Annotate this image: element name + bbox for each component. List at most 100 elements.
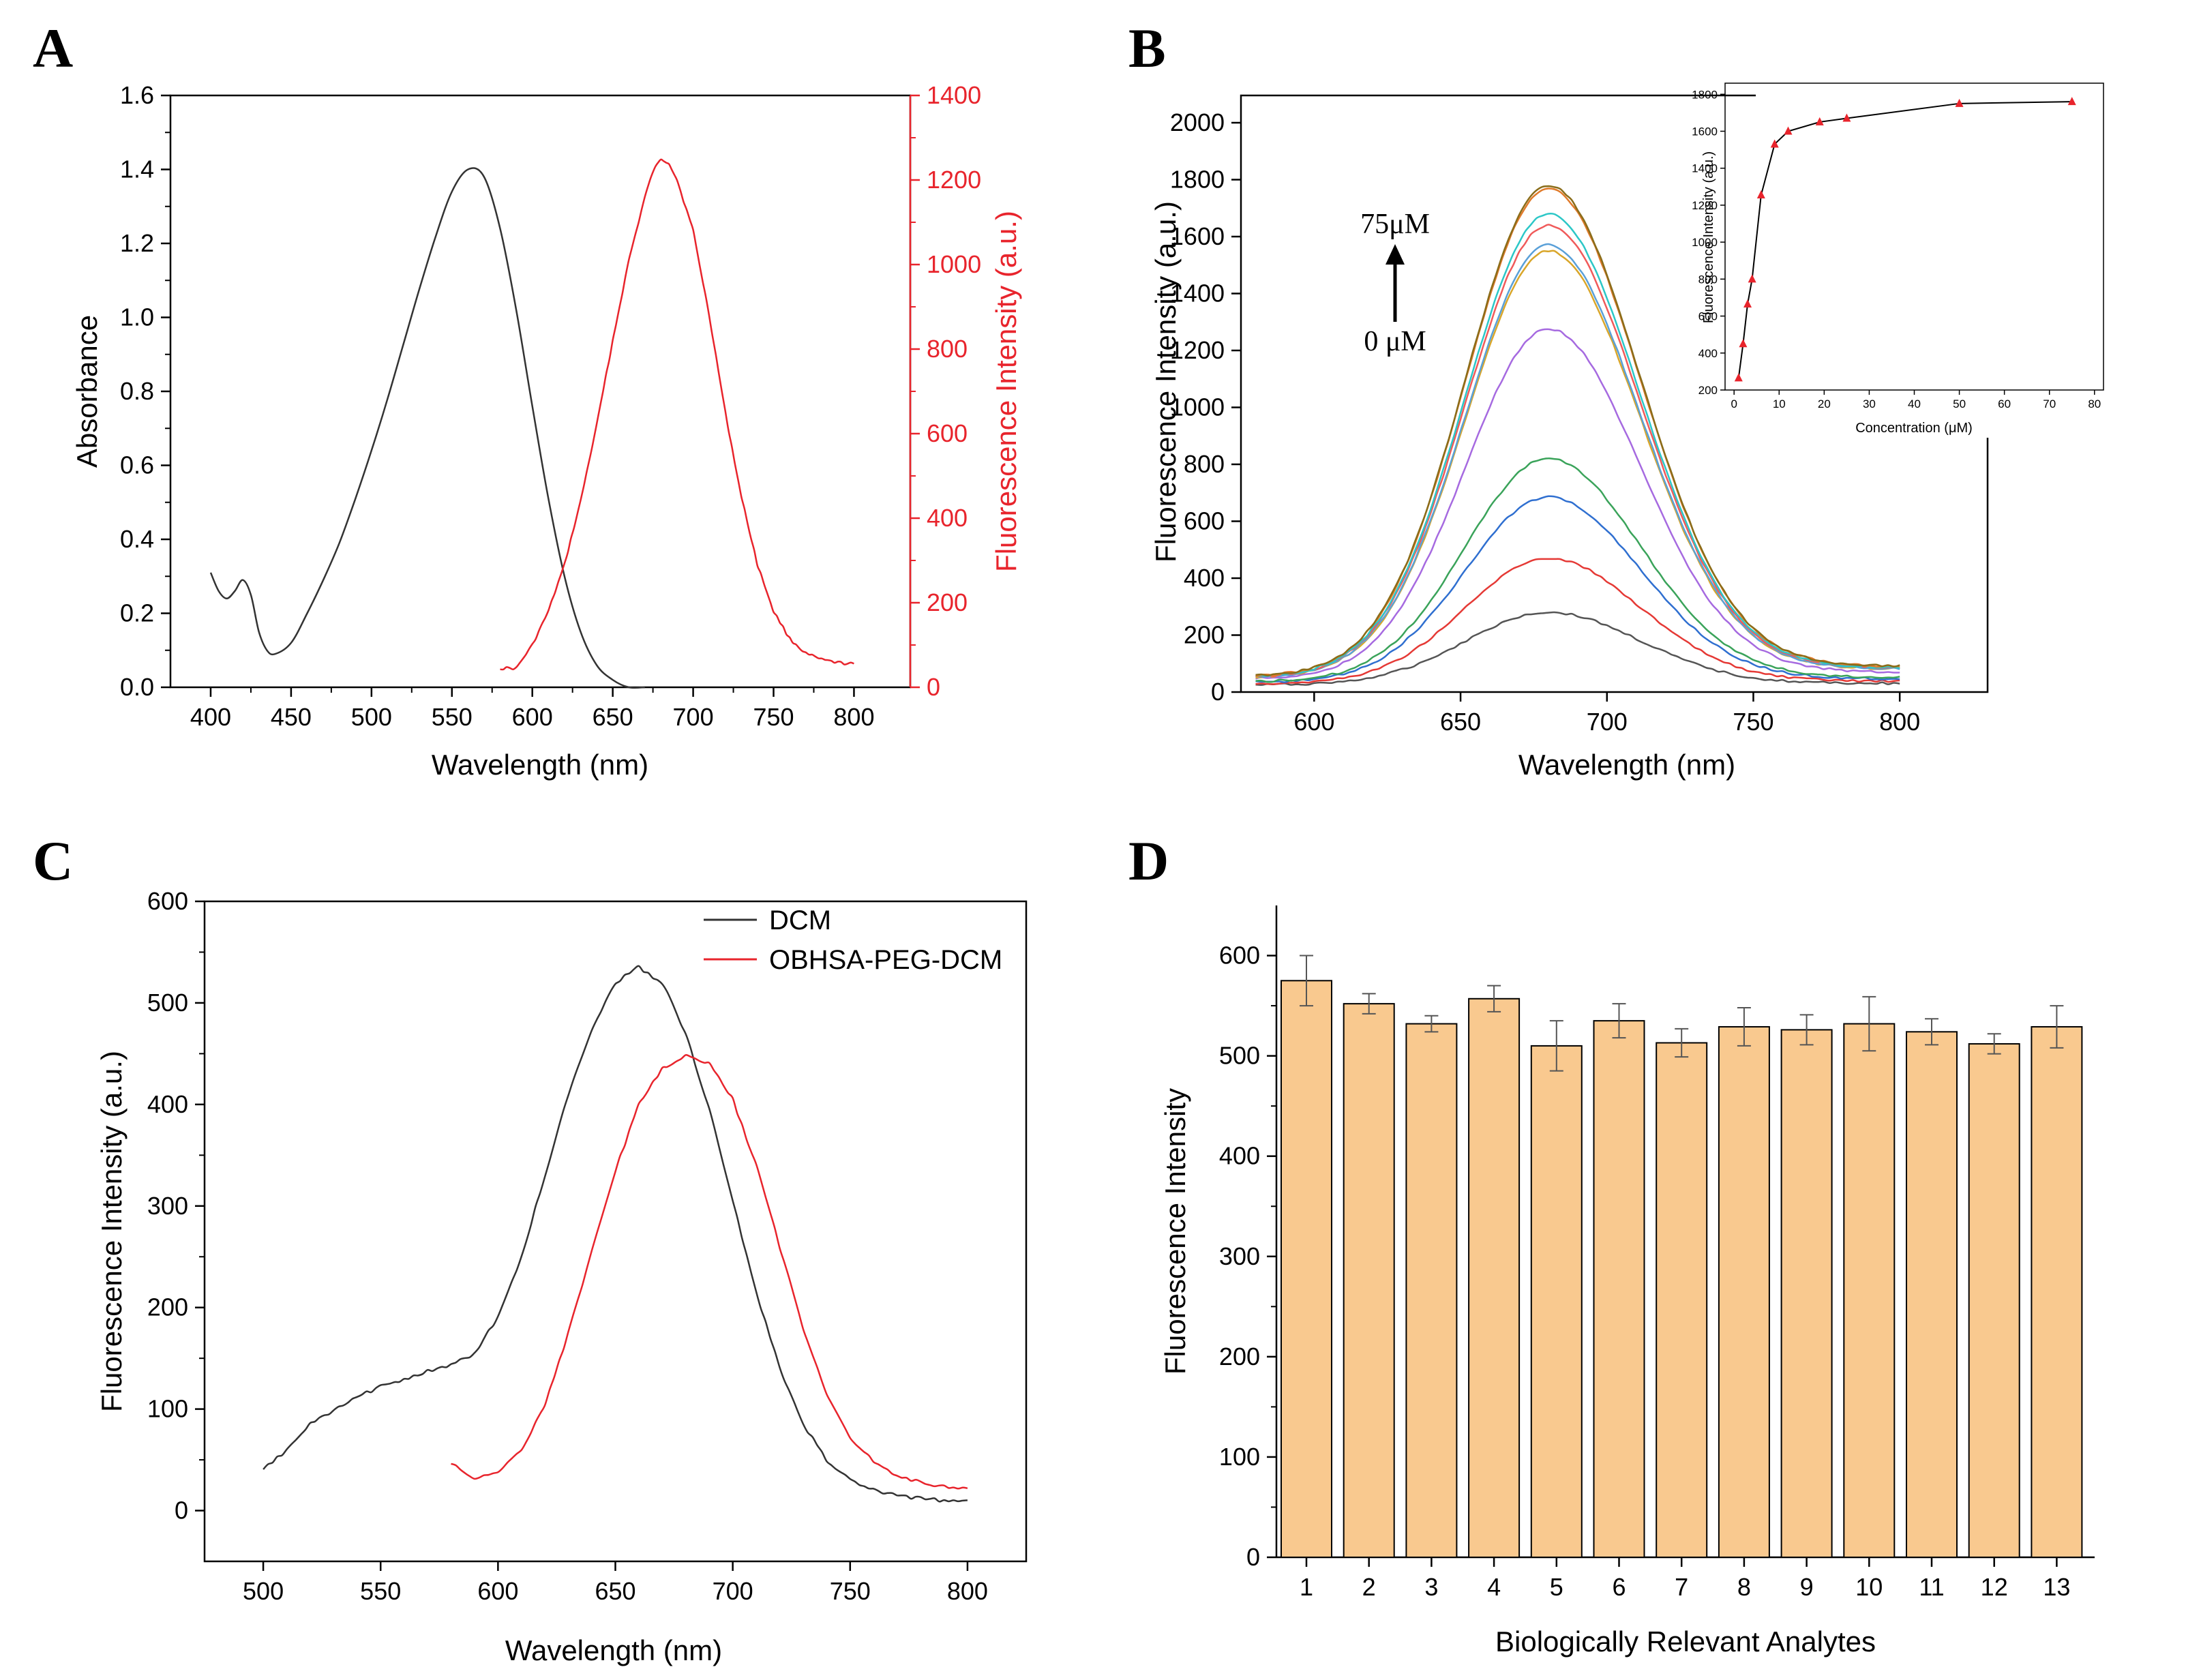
inset-y-tick-label: 200 xyxy=(1698,384,1718,397)
y-tick-label: 200 xyxy=(147,1293,188,1321)
bar xyxy=(1530,1045,1583,1558)
y-tick-label: 1.4 xyxy=(120,155,154,183)
legend-label-obhsa: OBHSA-PEG-DCM xyxy=(769,945,1002,975)
inset-point xyxy=(1842,113,1851,122)
y-tick-label: 400 xyxy=(1219,1142,1260,1170)
inset-y-tick-label: 1400 xyxy=(1692,162,1718,175)
spectrum-line xyxy=(1255,611,1900,686)
y-tick-label: 400 xyxy=(1184,564,1225,592)
panel-label-b: B xyxy=(1128,17,1166,79)
y-tick-label: 500 xyxy=(147,989,188,1017)
x-tick-label: 600 xyxy=(477,1577,518,1605)
panel-b-annotation-bottom: 0 μM xyxy=(1364,326,1426,357)
y-tick-label: 300 xyxy=(147,1192,188,1220)
inset-x-tick-label: 20 xyxy=(1818,397,1831,410)
panel-d-xlabel: Biologically Relevant Analytes xyxy=(1495,1625,1876,1657)
y-tick-label: 200 xyxy=(1184,621,1225,649)
inset-background xyxy=(1756,83,2138,438)
inset-x-tick-label: 70 xyxy=(2043,397,2056,410)
y-tick-label: 100 xyxy=(1219,1443,1260,1471)
inset-y-tick-label: 400 xyxy=(1698,347,1718,360)
y-tick-label: 600 xyxy=(147,887,188,915)
panel-c-axes-frame xyxy=(203,900,1028,1563)
arrow-up-icon xyxy=(1386,244,1405,265)
panel-b-annotation-top: 75μM xyxy=(1360,209,1430,240)
y-tick-label: 1200 xyxy=(1170,336,1225,364)
y2-tick-label: 1200 xyxy=(927,166,981,194)
obhsa-peg-dcm-line xyxy=(451,1053,968,1490)
y-tick-label: 0.6 xyxy=(120,451,154,479)
panel-b-chart: 600 650 700 750 8000200400600800100012001400… xyxy=(1150,82,2138,781)
inset-x-tick-label: 60 xyxy=(1998,397,2011,410)
bar xyxy=(1405,1023,1458,1558)
x-tick-label: 650 xyxy=(593,703,633,731)
x-tick-label: 8 xyxy=(1737,1573,1751,1601)
y-tick-label: 200 xyxy=(1219,1342,1260,1370)
x-tick-label: 1 xyxy=(1300,1573,1313,1601)
dcm-line xyxy=(263,965,968,1503)
inset-point xyxy=(1815,117,1824,125)
inset-point xyxy=(1739,339,1748,348)
y-tick-label: 600 xyxy=(1184,507,1225,535)
spectrum-line xyxy=(1255,243,1900,678)
x-tick-label: 10 xyxy=(1855,1573,1883,1601)
y-tick-label: 600 xyxy=(1219,942,1260,970)
y-tick-label: 800 xyxy=(1184,450,1225,478)
bar xyxy=(1593,1020,1645,1558)
x-tick-label: 800 xyxy=(1879,708,1920,736)
panel-label-a: A xyxy=(33,17,73,79)
y-tick-label: 1.6 xyxy=(120,81,154,109)
bar xyxy=(1281,980,1332,1559)
inset-x-tick-label: 30 xyxy=(1863,397,1876,410)
x-tick-label: 800 xyxy=(947,1577,988,1605)
inset-y-tick-label: 800 xyxy=(1698,273,1718,286)
x-tick-label: 13 xyxy=(2043,1573,2070,1601)
bar xyxy=(1843,1023,1896,1558)
x-tick-label: 750 xyxy=(830,1577,871,1605)
inset-ylabel: Fluorescence Intensity (a.u.) xyxy=(1701,151,1716,323)
panel-c-chart: 500 550 600 650 700 750 800 0 100 200 300 400 500 600… xyxy=(95,887,1028,1666)
y-tick-label: 1.0 xyxy=(120,303,154,331)
panel-label-d: D xyxy=(1128,830,1169,892)
y-tick-label: 0.2 xyxy=(120,599,154,627)
y-tick-label: 1600 xyxy=(1170,222,1225,250)
y-tick-label: 1000 xyxy=(1170,393,1225,421)
inset-point xyxy=(1743,299,1752,308)
y-tick-label: 300 xyxy=(1219,1242,1260,1270)
inset-x-tick-label: 0 xyxy=(1731,397,1737,410)
panel-a-y2label: Fluorescence Intensity (a.u.) xyxy=(990,211,1022,572)
x-tick-label: 700 xyxy=(713,1577,753,1605)
legend-label-dcm: DCM xyxy=(769,905,831,935)
y-tick-label: 100 xyxy=(147,1395,188,1423)
x-tick-label: 4 xyxy=(1487,1573,1501,1601)
inset-point xyxy=(1770,139,1779,148)
inset-y-tick-label: 1600 xyxy=(1692,125,1718,138)
y-tick-label: 0 xyxy=(175,1497,188,1525)
inset-x-tick-label: 80 xyxy=(2088,397,2101,410)
panel-a-axes-frame xyxy=(169,94,912,689)
inset-xlabel: Concentration (μM) xyxy=(1855,421,1973,436)
y-tick-label: 1.2 xyxy=(120,229,154,257)
bar xyxy=(1968,1042,2020,1559)
spectrum-line xyxy=(1255,185,1900,677)
panel-c-xlabel: Wavelength (nm) xyxy=(505,1634,722,1666)
x-tick-label: 7 xyxy=(1675,1573,1688,1601)
inset-point xyxy=(1748,274,1756,283)
y-tick-label: 0.4 xyxy=(120,525,154,553)
panel-c-ylabel: Fluorescence Intensity (a.u.) xyxy=(95,1051,128,1412)
x-tick-label: 550 xyxy=(360,1577,401,1605)
bar xyxy=(1718,1025,1770,1559)
inset-point xyxy=(1784,126,1793,135)
bar xyxy=(2031,1025,2083,1559)
absorbance-line xyxy=(209,167,645,689)
x-tick-label: 550 xyxy=(432,703,473,731)
spectrum-line xyxy=(1255,495,1900,683)
inset-x-tick-label: 10 xyxy=(1773,397,1786,410)
inset-y-tick-label: 1200 xyxy=(1692,199,1718,212)
x-tick-label: 12 xyxy=(1981,1573,2008,1601)
y2-tick-label: 400 xyxy=(927,504,968,532)
x-tick-label: 600 xyxy=(512,703,553,731)
y-tick-label: 0 xyxy=(1246,1543,1260,1571)
bar xyxy=(1468,997,1521,1558)
